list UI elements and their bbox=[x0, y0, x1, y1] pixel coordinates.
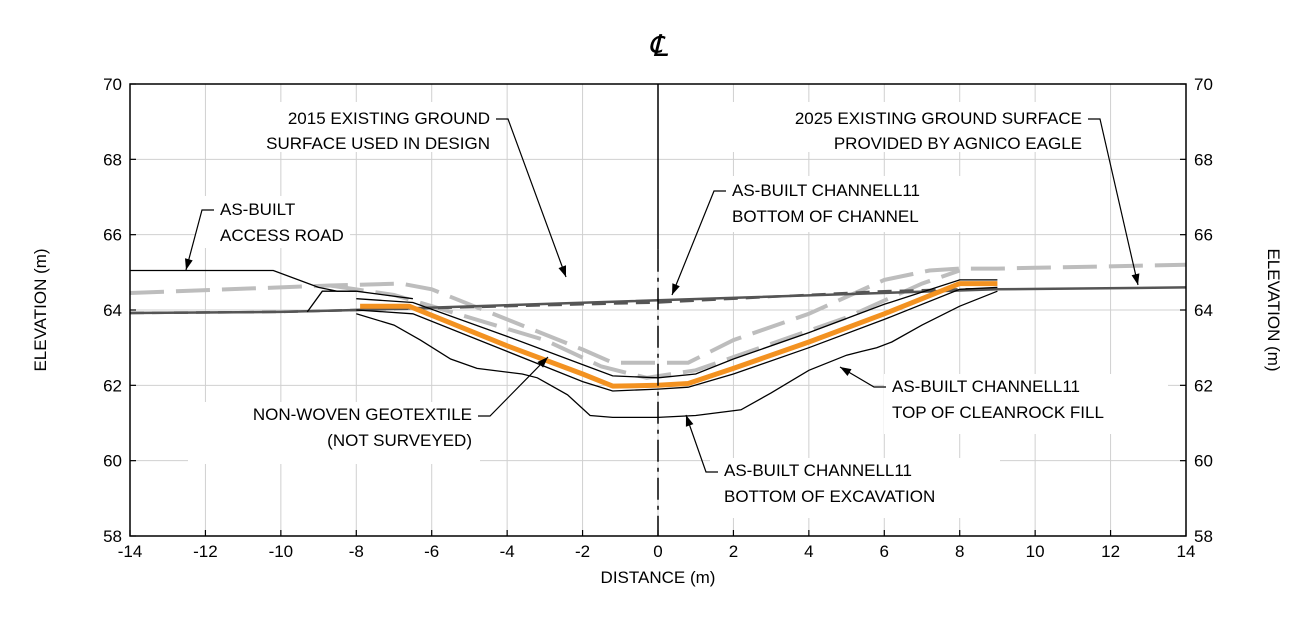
callout-background bbox=[726, 176, 972, 232]
callout-arrowhead bbox=[840, 367, 852, 376]
callout-label-line: SURFACE USED IN DESIGN bbox=[266, 134, 490, 153]
callout-leader-line bbox=[671, 190, 726, 296]
callout-leader-line bbox=[685, 414, 718, 473]
callout-label-line: TOP OF CLEANROCK FILL bbox=[892, 403, 1104, 422]
centerline-symbol: ℄ bbox=[648, 30, 668, 63]
y-axis-title-left: ELEVATION (m) bbox=[31, 248, 50, 371]
callout-arrowhead bbox=[558, 265, 566, 277]
y-tick-label-right: 70 bbox=[1194, 75, 1213, 94]
callout-leader-line bbox=[478, 356, 549, 417]
series-bottom-channel bbox=[356, 279, 998, 379]
x-tick-label: -10 bbox=[269, 542, 294, 561]
callout-leader-line bbox=[185, 209, 214, 271]
callout-background bbox=[188, 402, 480, 464]
y-tick-label-left: 70 bbox=[103, 75, 122, 94]
callout-arrowhead bbox=[1131, 273, 1140, 285]
series-geotextile bbox=[360, 281, 998, 389]
x-tick-label: 0 bbox=[653, 542, 662, 561]
callout-label-line: NON-WOVEN GEOTEXTILE bbox=[253, 405, 472, 424]
series-access-road-2 bbox=[306, 290, 413, 313]
y-tick-label-left: 58 bbox=[103, 527, 122, 546]
y-tick-label-left: 66 bbox=[103, 226, 122, 245]
x-tick-label: 14 bbox=[1177, 542, 1196, 561]
callout-background bbox=[710, 458, 1000, 518]
callout-label-line: 2015 EXISTING GROUND bbox=[288, 109, 490, 128]
callout-background bbox=[196, 196, 350, 248]
x-tick-label: -8 bbox=[349, 542, 364, 561]
x-axis-title: DISTANCE (m) bbox=[601, 568, 716, 587]
y-tick-label-right: 58 bbox=[1194, 527, 1213, 546]
callout-background bbox=[884, 374, 1168, 434]
callout-background bbox=[714, 102, 1088, 152]
callout-arrowhead bbox=[672, 283, 680, 295]
y-tick-label-left: 62 bbox=[103, 376, 122, 395]
x-tick-label: 2 bbox=[729, 542, 738, 561]
y-tick-label-right: 68 bbox=[1194, 150, 1213, 169]
x-tick-label: -6 bbox=[424, 542, 439, 561]
callout-arrowhead bbox=[185, 258, 193, 270]
callout-label-line: BOTTOM OF EXCAVATION bbox=[724, 487, 935, 506]
callout-leader-line bbox=[496, 118, 567, 278]
callout-background bbox=[228, 102, 498, 152]
y-axis-title-right: ELEVATION (m) bbox=[1264, 248, 1283, 371]
x-tick-label: 4 bbox=[804, 542, 813, 561]
x-tick-label: 12 bbox=[1101, 542, 1120, 561]
y-tick-label-right: 62 bbox=[1194, 376, 1213, 395]
callout-arrowhead bbox=[685, 415, 694, 427]
x-tick-label: 10 bbox=[1026, 542, 1045, 561]
callout-label-line: PROVIDED BY AGNICO EAGLE bbox=[834, 134, 1082, 153]
x-tick-label: 6 bbox=[880, 542, 889, 561]
callout-label-line: AS-BUILT CHANNELL11 bbox=[892, 377, 1080, 396]
callout-label-line: (NOT SURVEYED) bbox=[327, 431, 472, 450]
y-tick-label-right: 66 bbox=[1194, 226, 1213, 245]
callout-leader-line bbox=[839, 366, 886, 388]
callout-label-line: BOTTOM OF CHANNEL bbox=[732, 207, 919, 226]
x-tick-label: -12 bbox=[193, 542, 218, 561]
callout-arrowhead bbox=[537, 357, 548, 368]
x-tick-label: 8 bbox=[955, 542, 964, 561]
series-existing-2025 bbox=[129, 288, 998, 315]
x-tick-label: -4 bbox=[500, 542, 515, 561]
x-tick-label: -2 bbox=[575, 542, 590, 561]
y-tick-label-left: 64 bbox=[103, 301, 122, 320]
callout-label-line: ACCESS ROAD bbox=[220, 226, 344, 245]
callout-label-line: AS-BUILT CHANNELL11 bbox=[724, 461, 912, 480]
y-tick-label-left: 68 bbox=[103, 150, 122, 169]
callout-label-line: AS-BUILT bbox=[220, 200, 295, 219]
series-excavation bbox=[356, 290, 998, 419]
callout-label-line: AS-BUILT CHANNELL11 bbox=[732, 181, 920, 200]
series-design-2015 bbox=[129, 262, 1187, 365]
y-tick-label-right: 64 bbox=[1194, 301, 1213, 320]
series-cleanrock bbox=[356, 286, 998, 392]
callout-label-line: 2025 EXISTING GROUND SURFACE bbox=[795, 109, 1082, 128]
x-tick-label: -14 bbox=[118, 542, 143, 561]
callout-leader-line bbox=[1088, 118, 1139, 286]
y-tick-label-left: 60 bbox=[103, 452, 122, 471]
y-tick-label-right: 60 bbox=[1194, 452, 1213, 471]
